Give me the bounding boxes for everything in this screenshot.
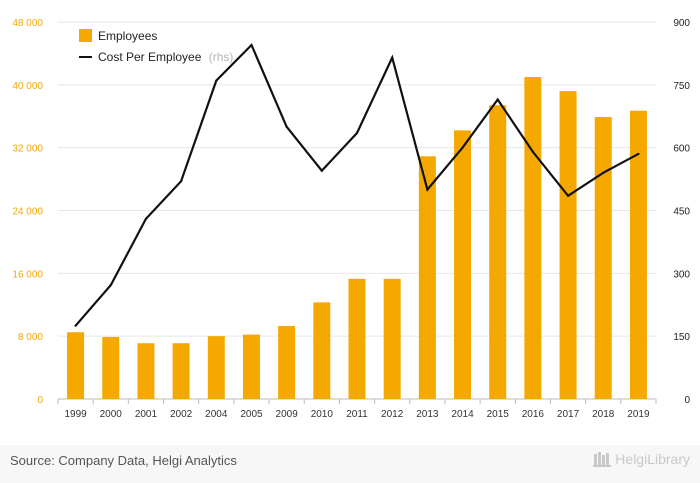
point-cost-per-employee-2011 [355, 131, 359, 135]
point-cost-per-employee-1999 [74, 324, 77, 327]
legend-label-cost-per-employee: Cost Per Employee (rhs) [98, 50, 233, 64]
x-axis-tick-label-2013: 2013 [416, 409, 439, 420]
point-cost-per-employee-2018 [602, 171, 605, 174]
right-axis: 0 150 300 450 600 750 900 [673, 18, 690, 406]
x-axis-tick-label-2001: 2001 [135, 409, 158, 420]
x-axis-tick-label-2005: 2005 [240, 409, 263, 420]
library-logo-icon [593, 452, 612, 467]
left-axis: 0 8 000 16 000 24 000 32 000 40 000 48 000 [12, 18, 43, 406]
bar-employees-2001 [137, 343, 155, 399]
bar-employees-2019 [629, 110, 647, 400]
bar-employees-2017 [559, 91, 577, 399]
right-axis-tick-label: 150 [673, 332, 690, 343]
right-axis-tick-label: 450 [673, 207, 690, 218]
point-cost-per-employee-2005 [250, 43, 253, 47]
legend-label-cost-text: Cost Per Employee [98, 50, 202, 64]
point-cost-per-employee-2019 [637, 152, 640, 156]
left-axis-tick-label: 32 000 [12, 144, 43, 155]
right-axis-tick-label: 900 [673, 18, 690, 29]
point-cost-per-employee-2000 [109, 283, 112, 287]
x-axis-tick-label-2004: 2004 [205, 409, 228, 420]
right-axis-tick-label: 600 [673, 144, 690, 155]
source-note: Source: Company Data, Helgi Analytics [10, 453, 237, 468]
left-axis-tick-label: 16 000 [12, 269, 43, 280]
bar-employees-2005 [242, 334, 260, 399]
x-axis-tick-label-2009: 2009 [276, 409, 299, 420]
bar-employees-2000 [102, 336, 120, 399]
legend-swatch-employees [79, 29, 92, 42]
bar-employees-2002 [172, 343, 190, 399]
bar-employees-2010 [313, 302, 331, 399]
right-axis-tick-label: 0 [684, 395, 690, 406]
legend-label-employees: Employees [98, 29, 157, 43]
bar-series [67, 76, 647, 400]
bar-employees-2013 [418, 156, 436, 399]
line-series [74, 43, 640, 327]
point-cost-per-employee-2009 [285, 125, 288, 128]
brand-name: HelgiLibrary [615, 451, 690, 467]
legend: Employees Cost Per Employee (rhs) [79, 29, 233, 64]
x-axis-tick-label-2010: 2010 [311, 409, 334, 420]
point-cost-per-employee-2016 [531, 150, 534, 153]
point-cost-per-employee-2015 [496, 98, 499, 101]
right-axis-tick-label: 750 [673, 81, 690, 92]
bar-employees-2014 [454, 130, 472, 399]
left-axis-tick-label: 8 000 [18, 332, 43, 343]
bar-employees-2015 [489, 105, 507, 400]
x-axis-tick-label-2014: 2014 [451, 409, 474, 420]
left-axis-tick-label: 24 000 [12, 207, 43, 218]
footer: Source: Company Data, Helgi Analytics He… [0, 445, 700, 483]
bar-employees-2016 [524, 76, 542, 400]
x-axis-tick-label-2017: 2017 [557, 409, 580, 420]
point-cost-per-employee-2017 [566, 194, 570, 197]
bar-employees-2018 [594, 117, 612, 400]
point-cost-per-employee-2013 [426, 188, 429, 191]
point-cost-per-employee-2002 [180, 180, 183, 183]
point-cost-per-employee-2001 [144, 217, 148, 220]
brand[interactable]: HelgiLibrary [593, 451, 690, 467]
bar-employees-2009 [278, 325, 296, 399]
x-axis-tick-label-2012: 2012 [381, 409, 404, 420]
bar-employees-2012 [383, 278, 401, 399]
legend-label-rhs: (rhs) [209, 50, 234, 64]
x-axis-tick-label-2015: 2015 [487, 409, 510, 420]
x-axis-tick-label-1999: 1999 [64, 409, 87, 420]
left-axis-tick-label: 0 [37, 395, 43, 406]
x-axis-tick-label-2018: 2018 [592, 409, 615, 420]
right-axis-tick-label: 300 [673, 269, 690, 280]
bar-employees-1999 [67, 332, 85, 399]
x-axis-tick-label-2000: 2000 [100, 409, 123, 420]
bar-employees-2011 [348, 278, 366, 399]
x-axis: 1999 2000 2001 2002 2004 2005 2009 2010 2011 2012… [57, 399, 657, 420]
point-cost-per-employee-2010 [320, 169, 323, 172]
point-cost-per-employee-2014 [461, 146, 464, 149]
x-axis-tick-label-2011: 2011 [346, 409, 368, 420]
gridlines [58, 21, 656, 400]
point-cost-per-employee-2012 [391, 56, 394, 59]
left-axis-tick-label: 40 000 [12, 81, 43, 92]
bar-employees-2004 [207, 336, 225, 399]
point-cost-per-employee-2004 [215, 79, 218, 82]
x-axis-tick-label-2019: 2019 [627, 409, 650, 420]
x-axis-tick-label-2016: 2016 [522, 409, 545, 420]
left-axis-tick-label: 48 000 [12, 18, 43, 29]
x-axis-tick-label-2002: 2002 [170, 409, 193, 420]
combo-chart: 0 8 000 16 000 24 000 32 000 40 000 48 000 0 15… [12, 18, 690, 420]
